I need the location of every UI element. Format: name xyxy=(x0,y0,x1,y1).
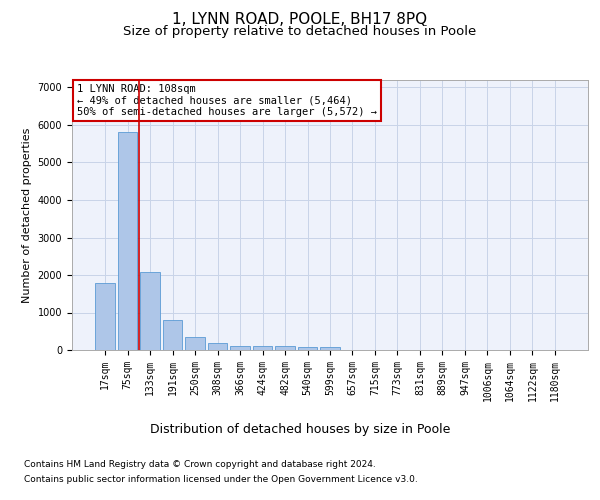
Y-axis label: Number of detached properties: Number of detached properties xyxy=(22,128,32,302)
Bar xyxy=(185,337,205,350)
Bar xyxy=(275,346,295,350)
Bar xyxy=(230,346,250,350)
Text: Size of property relative to detached houses in Poole: Size of property relative to detached ho… xyxy=(124,25,476,38)
Bar xyxy=(320,348,340,350)
Text: Distribution of detached houses by size in Poole: Distribution of detached houses by size … xyxy=(150,422,450,436)
Bar xyxy=(253,346,272,350)
Bar xyxy=(140,272,160,350)
Bar xyxy=(208,342,227,350)
Bar xyxy=(118,132,137,350)
Bar xyxy=(163,320,182,350)
Text: 1, LYNN ROAD, POOLE, BH17 8PQ: 1, LYNN ROAD, POOLE, BH17 8PQ xyxy=(172,12,428,28)
Text: Contains public sector information licensed under the Open Government Licence v3: Contains public sector information licen… xyxy=(24,475,418,484)
Text: Contains HM Land Registry data © Crown copyright and database right 2024.: Contains HM Land Registry data © Crown c… xyxy=(24,460,376,469)
Text: 1 LYNN ROAD: 108sqm
← 49% of detached houses are smaller (5,464)
50% of semi-det: 1 LYNN ROAD: 108sqm ← 49% of detached ho… xyxy=(77,84,377,117)
Bar xyxy=(298,347,317,350)
Bar xyxy=(95,283,115,350)
